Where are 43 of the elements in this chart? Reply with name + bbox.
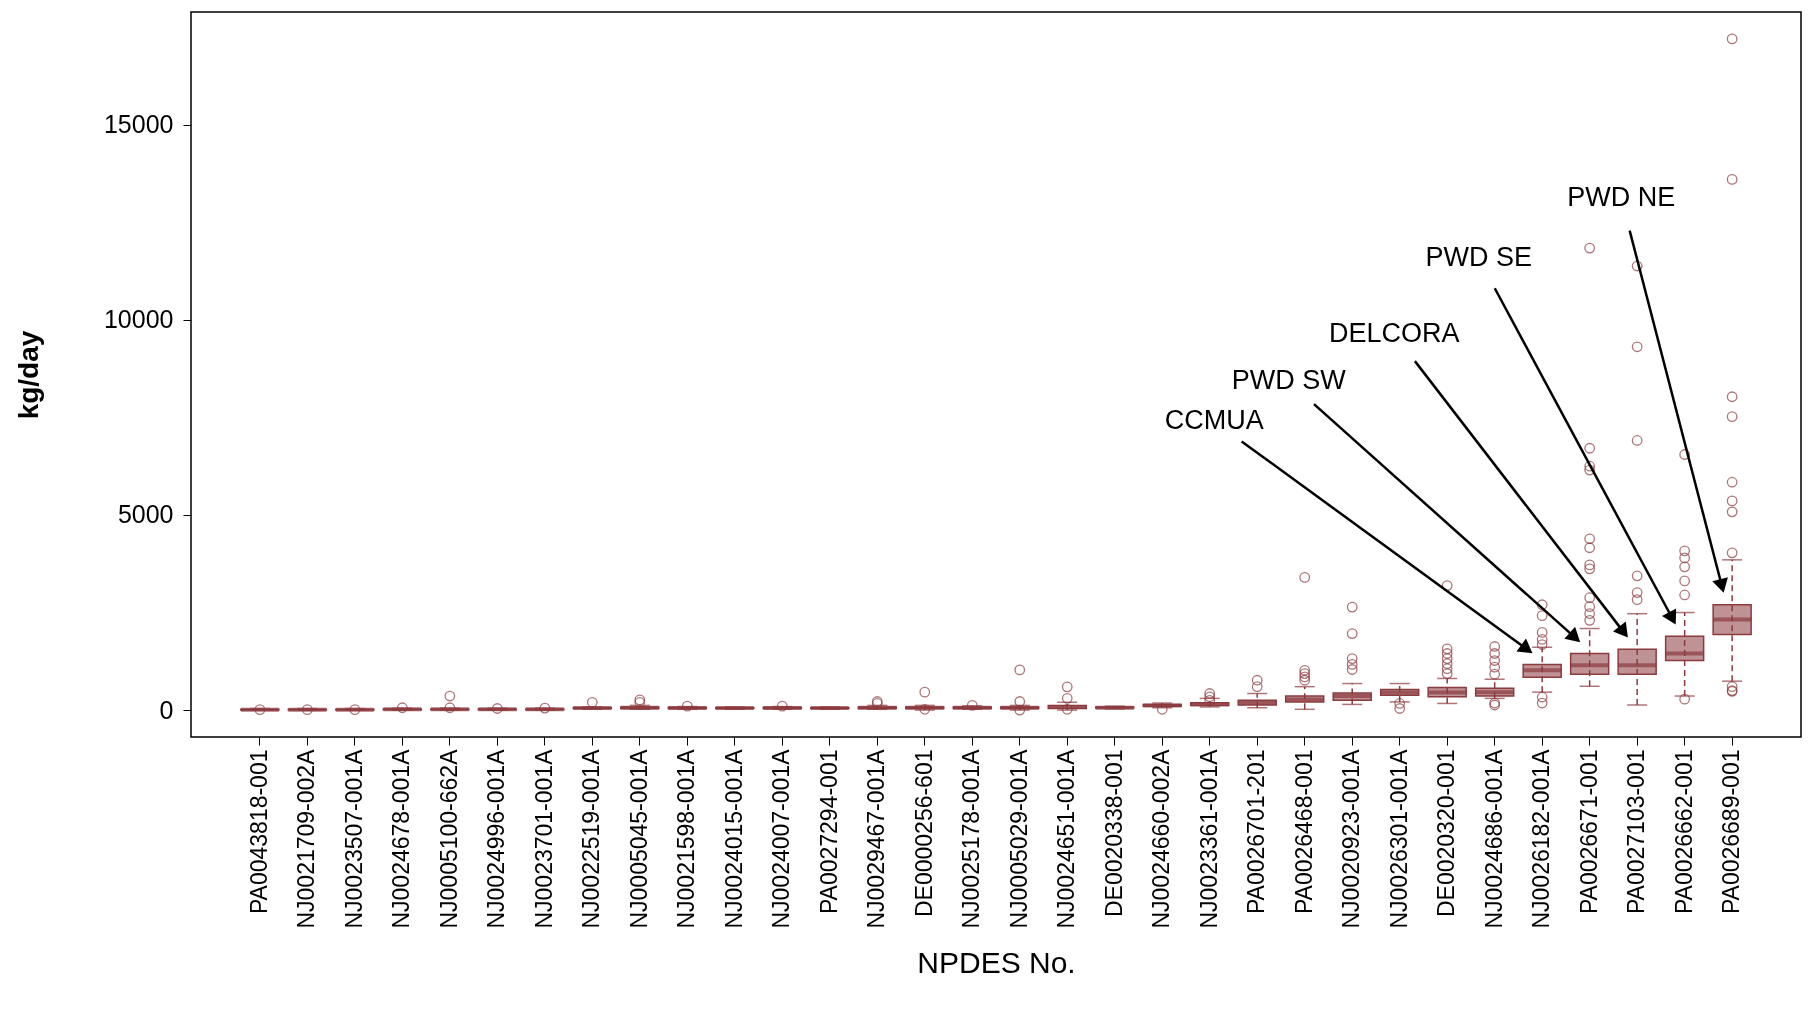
x-tick-label: NJ0024996-001A: [483, 748, 510, 929]
annotation: PWD SE: [1425, 242, 1532, 273]
x-tick-label: NJ0023507-001A: [340, 748, 367, 929]
annotation: CCMUA: [1164, 405, 1264, 436]
x-tick-label: NJ0024007-001A: [768, 748, 795, 929]
y-tick-label: 15000: [103, 110, 174, 139]
x-tick-label: NJ0023361-001A: [1195, 748, 1222, 929]
x-tick-label: NJ0024660-002A: [1148, 748, 1175, 929]
x-tick-label: NJ0024678-001A: [388, 748, 415, 929]
x-tick-label: PA0026468-001: [1290, 749, 1317, 915]
annotation: PWD SW: [1231, 365, 1347, 396]
y-axis-title: kg/day: [12, 330, 44, 420]
x-tick-label: NJ0021709-002A: [293, 748, 320, 929]
x-tick-label: NJ0025178-001A: [958, 748, 985, 929]
x-tick-label: PA0026662-001: [1670, 749, 1697, 915]
y-tick-label: 10000: [103, 305, 174, 334]
x-tick-label: PA0027294-001: [815, 749, 842, 915]
x-tick-label: NJ0005045-001A: [625, 748, 652, 929]
x-tick-label: DE0020338-001: [1100, 749, 1127, 918]
x-tick-label: NJ0026182-001A: [1528, 748, 1555, 929]
x-tick-label: NJ0024686-001A: [1480, 748, 1507, 929]
x-tick-label: PA0026701-201: [1243, 749, 1270, 915]
x-tick-label: NJ0029467-001A: [863, 748, 890, 929]
x-tick-label: NJ0026301-001A: [1385, 748, 1412, 929]
x-tick-label: NJ0005100-662A: [435, 748, 462, 929]
x-tick-label: NJ0020923-001A: [1338, 748, 1365, 929]
annotation: DELCORA: [1328, 318, 1460, 349]
x-tick-label: NJ0022519-001A: [578, 748, 605, 929]
x-tick-label: NJ0024651-001A: [1053, 748, 1080, 929]
x-tick-label: DE0000256-601: [910, 749, 937, 918]
x-tick-label: NJ0024015-001A: [720, 748, 747, 929]
x-tick-label: PA0027103-001: [1623, 749, 1650, 915]
x-tick-label: PA0026689-001: [1718, 749, 1745, 915]
y-tick-label: 5000: [117, 500, 174, 529]
annotation: PWD NE: [1567, 181, 1676, 212]
x-tick-label: NJ0023701-001A: [530, 748, 557, 929]
x-tick-label: NJ0021598-001A: [673, 748, 700, 929]
y-tick-label: 0: [159, 695, 174, 724]
x-tick-label: DE0020320-001: [1433, 749, 1460, 918]
x-tick-label: PA0026671-001: [1575, 749, 1602, 915]
x-axis-title: NPDES No.: [917, 945, 1076, 979]
x-tick-label: NJ0005029-001A: [1005, 748, 1032, 929]
x-tick-label: PA0043818-001: [245, 749, 272, 915]
